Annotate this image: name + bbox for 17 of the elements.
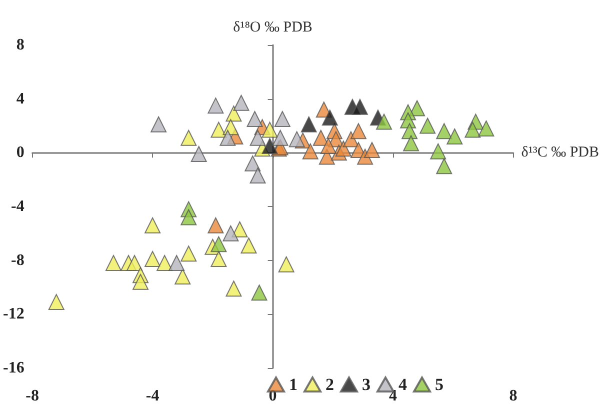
y-tick-label: -4: [11, 198, 24, 215]
y-tick-label: -8: [11, 252, 24, 269]
x-tick-label: 4: [389, 388, 398, 404]
legend-label: 1: [289, 375, 298, 394]
x-tick-label: 8: [509, 388, 518, 404]
y-tick-label: 0: [16, 144, 24, 162]
legend-label: 2: [326, 375, 334, 394]
y-axis-title: δ¹⁸O ‰ PDB: [233, 20, 312, 36]
y-tick-label: -12: [3, 306, 24, 323]
x-tick-label: -4: [146, 388, 160, 404]
legend-label: 5: [435, 375, 444, 394]
x-axis-title: δ¹³C ‰ PDB: [521, 144, 600, 161]
x-tick-label: 0: [268, 388, 277, 404]
legend-label: 3: [362, 375, 370, 394]
y-tick-label: 4: [16, 90, 24, 108]
y-tick-label: 8: [16, 36, 24, 54]
y-tick-label: -16: [3, 360, 24, 376]
